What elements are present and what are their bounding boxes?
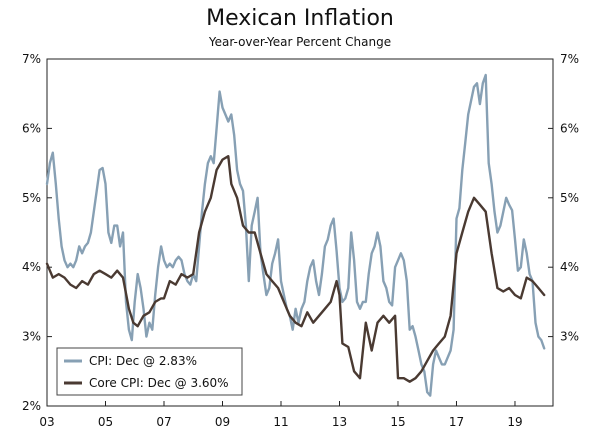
y-tick-label-left: 5%	[22, 191, 41, 205]
x-tick-label: 13	[332, 415, 347, 429]
y-tick-label-right: 5%	[560, 191, 579, 205]
series-lines	[45, 73, 546, 397]
x-tick-label: 05	[98, 415, 113, 429]
series-line-cpi	[45, 73, 546, 397]
y-tick-label-left: 7%	[22, 52, 41, 66]
y-tick-label-right: 6%	[560, 121, 579, 135]
x-tick-label: 17	[449, 415, 464, 429]
plot-area	[46, 58, 554, 407]
y-tick-label-left: 6%	[22, 121, 41, 135]
y-axis-left: 2% 3% 4% 5% 6% 7%	[22, 52, 52, 413]
series-line-core-cpi	[45, 155, 546, 383]
x-tick-label: 09	[215, 415, 230, 429]
y-tick-label-left: 4%	[22, 260, 41, 274]
x-tick-label: 11	[273, 415, 288, 429]
y-tick-label-right: 7%	[560, 52, 579, 66]
x-axis: 03 05 07 09 11 13 15 17 19	[39, 401, 523, 429]
y-tick-label-right: 3%	[560, 330, 579, 344]
x-tick-label: 19	[507, 415, 522, 429]
legend-label-cpi: CPI: Dec @ 2.83%	[89, 354, 197, 368]
legend-box	[56, 347, 243, 396]
x-tick-label: 15	[390, 415, 405, 429]
x-tick-label: 03	[39, 415, 54, 429]
x-tick-label: 07	[156, 415, 171, 429]
chart-title: Mexican Inflation	[206, 6, 394, 31]
y-tick-label-left: 3%	[22, 330, 41, 344]
y-axis-right: 3% 4% 5% 6% 7%	[548, 52, 579, 344]
legend-label-core-cpi: Core CPI: Dec @ 3.60%	[89, 376, 229, 390]
y-tick-label-right: 4%	[560, 260, 579, 274]
y-tick-label-left: 2%	[22, 399, 41, 413]
legend: CPI: Dec @ 2.83% Core CPI: Dec @ 3.60%	[56, 347, 243, 396]
chart-subtitle: Year-over-Year Percent Change	[208, 35, 392, 49]
